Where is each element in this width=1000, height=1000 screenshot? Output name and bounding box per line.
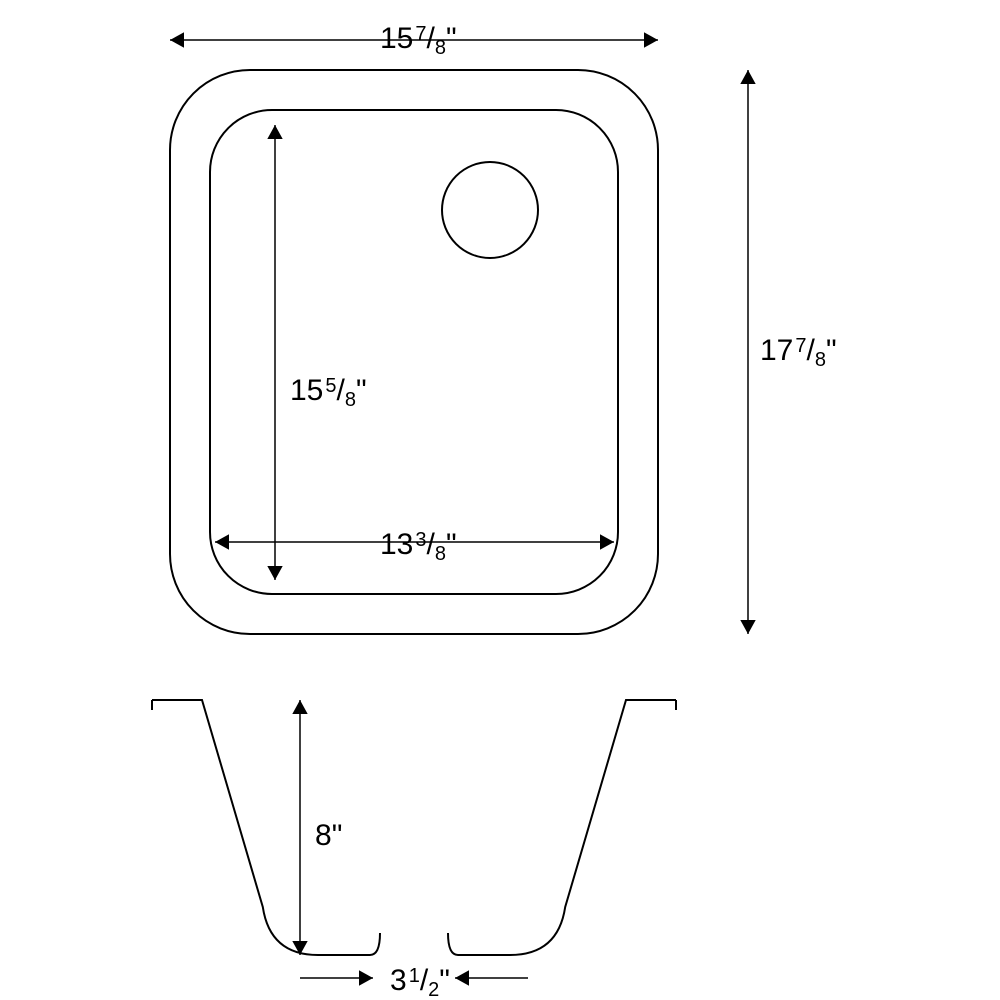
top-view-outer-rect [170,70,658,634]
dim-inner-height: 155/8" [290,374,367,411]
dim-inner-width: 133/8" [380,528,457,565]
dim-overall-width: 157/8" [380,22,457,59]
side-view-right-path [448,700,676,955]
dim-drain-opening: 31/2" [390,964,450,1000]
dim-overall-height: 177/8" [760,334,837,371]
sink-technical-drawing: 157/8" 177/8" 155/8" 133/8" 8" 31/2" [0,0,1000,1000]
dim-depth: 8" [315,819,342,852]
drain-circle [442,162,538,258]
top-view-inner-rect [210,110,618,594]
side-view-left-path [152,700,380,955]
